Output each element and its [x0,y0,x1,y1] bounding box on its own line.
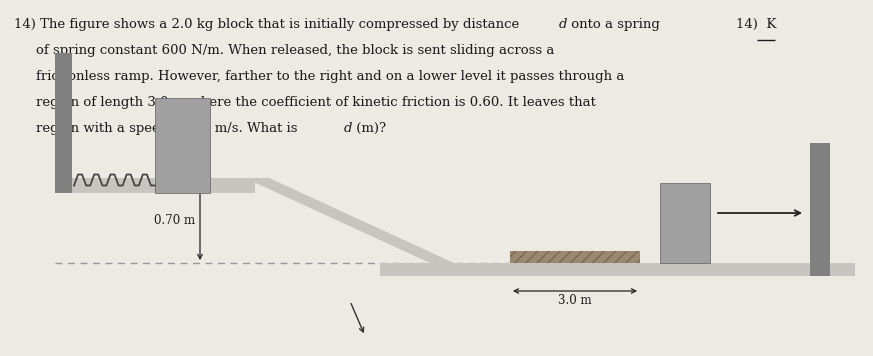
Bar [510,251,640,263]
Text: frictionless ramp. However, farther to the right and on a lower level it passes : frictionless ramp. However, farther to t… [36,70,624,83]
Polygon shape [245,178,454,263]
Bar [810,143,830,276]
Text: onto a spring: onto a spring [567,18,660,31]
Text: region with a speed of 5.0 m/s. What is: region with a speed of 5.0 m/s. What is [36,122,302,135]
Text: 14) The figure shows a 2.0 kg block that is initially compressed by distance: 14) The figure shows a 2.0 kg block that… [14,18,524,31]
Text: 3.0 m: 3.0 m [558,294,592,307]
Text: region of length 3.0 m where the coefficient of kinetic friction is 0.60. It lea: region of length 3.0 m where the coeffic… [36,96,596,109]
Text: d: d [344,122,353,135]
Bar [55,53,72,193]
Text: 14)  K: 14) K [736,18,776,31]
Text: d: d [559,18,567,31]
Bar [55,178,255,193]
Text: (m)?: (m)? [352,122,386,135]
Bar [380,263,855,276]
Bar [660,183,710,263]
Bar [510,251,640,263]
Text: 0.70 m: 0.70 m [154,214,195,227]
Text: of spring constant 600 N/m. When released, the block is sent sliding across a: of spring constant 600 N/m. When release… [36,44,554,57]
Bar [155,98,210,193]
